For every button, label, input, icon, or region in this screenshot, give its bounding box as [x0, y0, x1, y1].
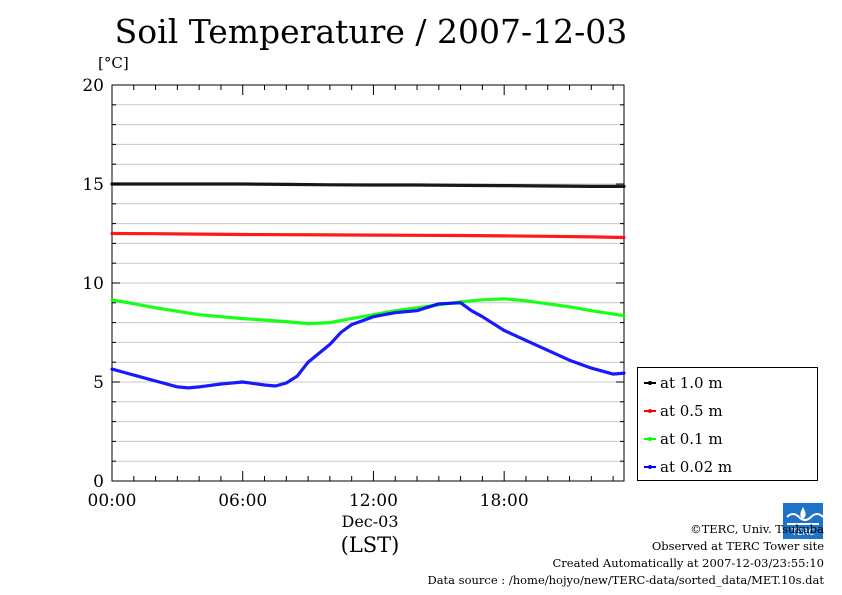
terc-logo-icon: TERC [783, 503, 823, 539]
chart-title: Soil Temperature / 2007-12-03 [114, 12, 628, 51]
credit-line: Created Automatically at 2007-12-03/23:5… [552, 556, 825, 570]
legend-item-1m: at 1.0 m [644, 373, 723, 393]
series-line-3 [110, 297, 626, 326]
x-axis-unit: (LST) [340, 533, 400, 557]
y-tick-label: 0 [93, 472, 104, 492]
legend-item-0-02m: at 0.02 m [644, 457, 732, 477]
y-tick-label: 20 [82, 76, 104, 96]
x-tick-label: 06:00 [218, 491, 267, 511]
legend-label: at 1.0 m [660, 374, 723, 392]
credit-line: Data source : /home/hojyo/new/TERC-data/… [427, 573, 824, 587]
x-tick-label: 18:00 [480, 491, 529, 511]
legend-swatch [644, 409, 656, 413]
legend-label: at 0.1 m [660, 430, 723, 448]
legend-swatch [644, 381, 656, 385]
x-tick-label: 12:00 [349, 491, 398, 511]
credit-line: Observed at TERC Tower site [651, 539, 824, 553]
credits: ©TERC, Univ. Tsukuba Observed at TERC To… [427, 521, 824, 589]
legend-item-0-5m: at 0.5 m [644, 401, 723, 421]
y-tick-label: 15 [82, 175, 104, 195]
legend-swatch [644, 465, 656, 469]
legend-label: at 0.02 m [660, 458, 733, 476]
x-tick-label: 00:00 [88, 491, 137, 511]
y-axis-unit: [°C] [98, 54, 129, 72]
legend-item-0-1m: at 0.1 m [644, 429, 723, 449]
legend: at 1.0 m at 0.5 m at 0.1 m at 0.02 m [637, 367, 818, 481]
series-line-1 [110, 182, 626, 188]
y-tick-label: 5 [93, 373, 104, 393]
series-line-2 [110, 231, 626, 240]
series-line-4 [110, 301, 626, 390]
legend-swatch [644, 437, 656, 441]
credit-line: ©TERC, Univ. Tsukuba [690, 522, 824, 536]
x-axis-date: Dec-03 [341, 512, 399, 531]
y-tick-label: 10 [82, 274, 104, 294]
logo-text: TERC [790, 528, 814, 538]
legend-label: at 0.5 m [660, 402, 723, 420]
